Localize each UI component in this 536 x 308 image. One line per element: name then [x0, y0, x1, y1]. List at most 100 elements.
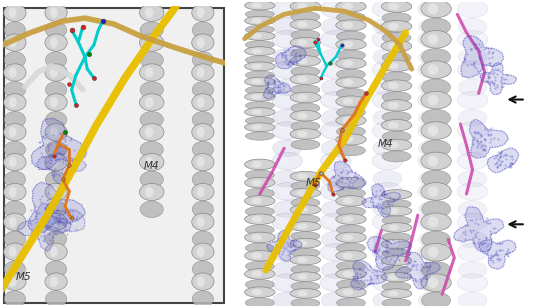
- Ellipse shape: [46, 82, 66, 98]
- Ellipse shape: [381, 40, 412, 52]
- Ellipse shape: [279, 95, 289, 105]
- Ellipse shape: [192, 141, 213, 158]
- Ellipse shape: [457, 213, 488, 231]
- Text: M4: M4: [378, 139, 393, 149]
- Ellipse shape: [419, 79, 448, 96]
- Ellipse shape: [327, 3, 338, 14]
- Ellipse shape: [297, 39, 308, 46]
- Ellipse shape: [327, 217, 338, 227]
- Ellipse shape: [297, 224, 308, 229]
- Ellipse shape: [244, 214, 275, 225]
- Ellipse shape: [321, 61, 351, 79]
- Ellipse shape: [279, 247, 289, 257]
- Ellipse shape: [273, 261, 302, 278]
- Ellipse shape: [422, 18, 450, 35]
- Ellipse shape: [337, 261, 366, 271]
- Ellipse shape: [428, 217, 438, 227]
- Ellipse shape: [372, 30, 403, 48]
- Ellipse shape: [290, 19, 321, 30]
- Ellipse shape: [336, 177, 366, 188]
- Ellipse shape: [336, 134, 366, 145]
- Ellipse shape: [140, 52, 163, 68]
- Ellipse shape: [322, 261, 350, 278]
- Ellipse shape: [9, 97, 17, 107]
- Ellipse shape: [290, 255, 321, 265]
- Ellipse shape: [4, 94, 26, 111]
- Ellipse shape: [273, 292, 302, 308]
- Ellipse shape: [418, 91, 448, 109]
- Ellipse shape: [272, 152, 302, 170]
- Ellipse shape: [464, 3, 475, 14]
- Ellipse shape: [244, 250, 275, 261]
- Ellipse shape: [373, 109, 402, 126]
- Ellipse shape: [336, 250, 366, 261]
- Ellipse shape: [291, 298, 320, 308]
- Ellipse shape: [197, 37, 205, 48]
- Ellipse shape: [9, 276, 17, 287]
- Ellipse shape: [428, 64, 438, 75]
- Ellipse shape: [421, 274, 451, 292]
- Ellipse shape: [382, 131, 411, 142]
- Ellipse shape: [337, 88, 366, 99]
- Ellipse shape: [336, 232, 366, 243]
- Ellipse shape: [418, 61, 448, 79]
- Ellipse shape: [192, 183, 214, 201]
- Ellipse shape: [382, 233, 411, 241]
- Ellipse shape: [372, 61, 403, 79]
- Ellipse shape: [419, 292, 448, 308]
- Ellipse shape: [197, 127, 205, 137]
- Ellipse shape: [458, 201, 487, 217]
- Ellipse shape: [140, 22, 163, 38]
- Ellipse shape: [425, 64, 435, 75]
- Ellipse shape: [458, 140, 487, 156]
- Ellipse shape: [421, 243, 451, 261]
- Ellipse shape: [50, 217, 58, 227]
- Ellipse shape: [291, 12, 320, 22]
- Ellipse shape: [321, 183, 351, 200]
- Ellipse shape: [337, 107, 366, 118]
- Ellipse shape: [464, 125, 475, 136]
- Ellipse shape: [290, 92, 321, 103]
- Ellipse shape: [372, 243, 403, 261]
- Ellipse shape: [9, 157, 17, 167]
- Ellipse shape: [50, 157, 58, 167]
- Ellipse shape: [197, 217, 205, 227]
- Ellipse shape: [382, 265, 411, 275]
- Ellipse shape: [457, 61, 488, 79]
- Ellipse shape: [419, 261, 448, 278]
- Ellipse shape: [4, 64, 26, 81]
- Ellipse shape: [244, 123, 275, 132]
- Ellipse shape: [337, 126, 366, 137]
- Ellipse shape: [192, 171, 213, 188]
- Ellipse shape: [245, 10, 274, 18]
- Ellipse shape: [421, 152, 451, 170]
- Ellipse shape: [388, 122, 399, 129]
- Ellipse shape: [244, 16, 275, 25]
- Ellipse shape: [251, 18, 262, 23]
- Ellipse shape: [381, 21, 412, 32]
- Ellipse shape: [45, 213, 67, 230]
- Ellipse shape: [379, 217, 390, 227]
- Ellipse shape: [4, 124, 26, 141]
- Ellipse shape: [337, 188, 366, 198]
- Ellipse shape: [251, 64, 262, 69]
- Ellipse shape: [45, 4, 67, 21]
- Ellipse shape: [192, 52, 213, 68]
- Ellipse shape: [425, 156, 435, 166]
- Ellipse shape: [145, 157, 153, 167]
- Ellipse shape: [50, 7, 58, 18]
- Ellipse shape: [372, 152, 403, 170]
- Ellipse shape: [373, 201, 402, 217]
- Ellipse shape: [373, 79, 402, 96]
- Ellipse shape: [244, 159, 275, 170]
- Ellipse shape: [290, 238, 321, 248]
- Ellipse shape: [372, 274, 403, 292]
- Ellipse shape: [245, 188, 274, 198]
- Ellipse shape: [290, 171, 321, 181]
- Ellipse shape: [244, 1, 275, 10]
- Ellipse shape: [291, 248, 320, 257]
- Ellipse shape: [46, 261, 66, 277]
- Ellipse shape: [273, 49, 302, 65]
- Ellipse shape: [321, 122, 351, 140]
- Ellipse shape: [251, 271, 262, 277]
